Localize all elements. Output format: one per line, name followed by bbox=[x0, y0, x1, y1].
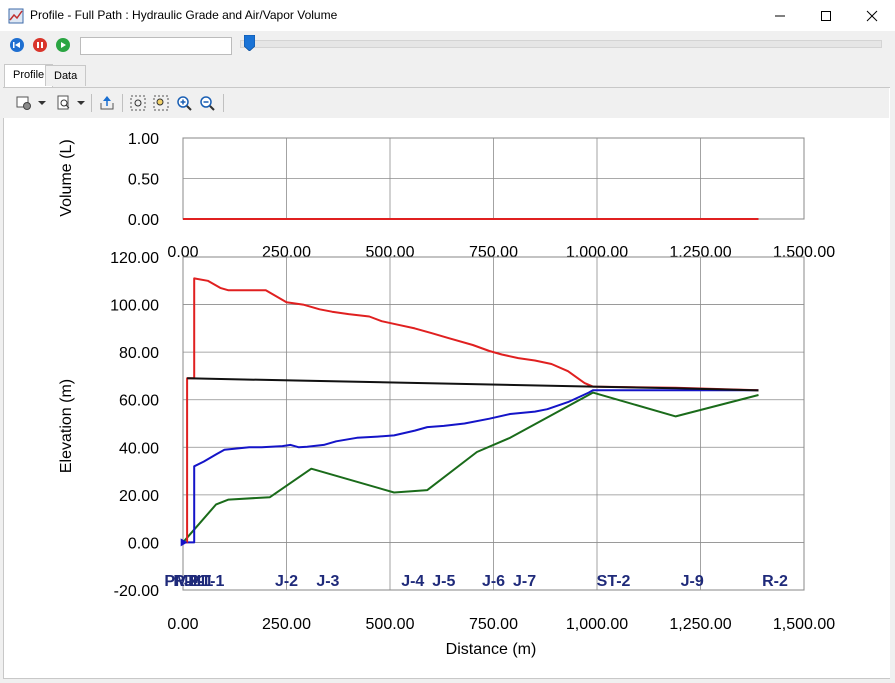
zoom-window-icon bbox=[153, 95, 169, 111]
tab-strip: Profile Data bbox=[0, 64, 895, 87]
x-tick-label: 500.00 bbox=[366, 616, 415, 633]
playback-bar bbox=[0, 31, 895, 60]
tab-data[interactable]: Data bbox=[45, 65, 87, 86]
node-label: HT-1 bbox=[190, 573, 225, 590]
rewind-icon bbox=[13, 42, 20, 48]
y-tick-label: 0.00 bbox=[128, 212, 159, 229]
close-button[interactable] bbox=[849, 0, 895, 31]
chart-toolbar bbox=[3, 88, 889, 118]
node-label: J-3 bbox=[316, 573, 339, 590]
zoom-in-icon bbox=[177, 96, 192, 111]
app-profile-icon bbox=[8, 8, 24, 24]
y-tick-label: 80.00 bbox=[119, 345, 159, 362]
toolbar-separator bbox=[122, 94, 123, 112]
node-label: R-2 bbox=[762, 573, 788, 590]
y-tick-label: 60.00 bbox=[119, 393, 159, 410]
x-tick-label: 750.00 bbox=[469, 616, 518, 633]
pause-icon bbox=[37, 42, 43, 48]
x-tick-label: 1,500.00 bbox=[773, 616, 835, 633]
pump-marker bbox=[180, 538, 188, 547]
zoom-in-button[interactable] bbox=[175, 94, 193, 112]
zoom-out-icon bbox=[200, 96, 215, 111]
minimize-icon bbox=[775, 15, 785, 16]
y-axis-label-elevation: Elevation (m) bbox=[58, 379, 75, 473]
y-tick-label: 40.00 bbox=[119, 440, 159, 457]
y-tick-label: 1.00 bbox=[128, 131, 159, 148]
y-tick-label: 0.50 bbox=[128, 172, 159, 189]
x-tick-label: 1,000.00 bbox=[566, 616, 628, 633]
x-tick-label: 1,250.00 bbox=[669, 616, 731, 633]
toolbar-separator bbox=[91, 94, 92, 112]
zoom-extents-button[interactable] bbox=[129, 94, 147, 112]
x-tick-label: 0.00 bbox=[167, 616, 198, 633]
tab-profile[interactable]: Profile bbox=[4, 64, 54, 87]
zoom-out-button[interactable] bbox=[198, 94, 216, 112]
y-tick-label: 20.00 bbox=[119, 488, 159, 505]
maximize-button[interactable] bbox=[803, 0, 849, 31]
y-axis-label-volume: Volume (L) bbox=[58, 139, 75, 216]
node-label: J-6 bbox=[482, 573, 505, 590]
time-slider-thumb[interactable] bbox=[244, 35, 255, 51]
x-axis-label-distance: Distance (m) bbox=[446, 641, 537, 658]
minimize-button[interactable] bbox=[757, 0, 803, 31]
title-bar: Profile - Full Path : Hydraulic Grade an… bbox=[0, 0, 895, 31]
node-label: J-2 bbox=[275, 573, 298, 590]
pause-button[interactable] bbox=[33, 38, 47, 52]
dropdown-icon bbox=[77, 101, 85, 105]
dropdown-icon bbox=[38, 101, 46, 105]
y-tick-label: 0.00 bbox=[128, 535, 159, 552]
series-line-1-2 bbox=[183, 277, 759, 544]
print-preview-icon bbox=[57, 95, 70, 110]
chart-settings-dropdown[interactable] bbox=[37, 94, 47, 112]
x-tick-label: 250.00 bbox=[262, 616, 311, 633]
zoom-extents-icon bbox=[130, 95, 146, 111]
print-preview-button[interactable] bbox=[55, 94, 73, 112]
chart-settings-button[interactable] bbox=[15, 94, 33, 112]
y-tick-label: 100.00 bbox=[110, 298, 159, 315]
chart-settings-icon bbox=[16, 96, 31, 110]
window-title: Profile - Full Path : Hydraulic Grade an… bbox=[30, 8, 338, 22]
time-input[interactable] bbox=[80, 37, 232, 55]
series-line-1-1 bbox=[183, 389, 759, 544]
node-label: J-5 bbox=[432, 573, 455, 590]
play-button[interactable] bbox=[56, 38, 70, 52]
y-tick-label: 120.00 bbox=[110, 250, 159, 267]
profile-chart-svg: Full Path : Hydraulic Grade and Air/Vapo… bbox=[58, 131, 835, 658]
node-label: R-1 bbox=[173, 573, 199, 590]
zoom-window-button[interactable] bbox=[152, 94, 170, 112]
node-label: J-7 bbox=[513, 573, 536, 590]
maximize-icon bbox=[821, 10, 831, 21]
play-icon bbox=[61, 42, 66, 48]
export-icon bbox=[100, 96, 114, 110]
close-icon bbox=[866, 10, 878, 21]
node-label: J-4 bbox=[401, 573, 424, 590]
series-line-1-3 bbox=[187, 377, 759, 392]
node-label: ST-2 bbox=[597, 573, 631, 590]
profile-chart: Full Path : Hydraulic Grade and Air/Vapo… bbox=[13, 126, 884, 672]
node-label: PMP-1 bbox=[164, 573, 213, 590]
time-slider-track[interactable] bbox=[240, 40, 882, 48]
export-button[interactable] bbox=[98, 94, 116, 112]
print-preview-dropdown[interactable] bbox=[76, 94, 86, 112]
rewind-button[interactable] bbox=[10, 38, 24, 52]
toolbar-separator bbox=[223, 94, 224, 112]
y-tick-label: -20.00 bbox=[114, 583, 159, 600]
node-label: J-9 bbox=[681, 573, 704, 590]
series-line-1-0 bbox=[182, 391, 759, 544]
node-label: J-1 bbox=[184, 573, 207, 590]
window-edge bbox=[890, 60, 895, 683]
